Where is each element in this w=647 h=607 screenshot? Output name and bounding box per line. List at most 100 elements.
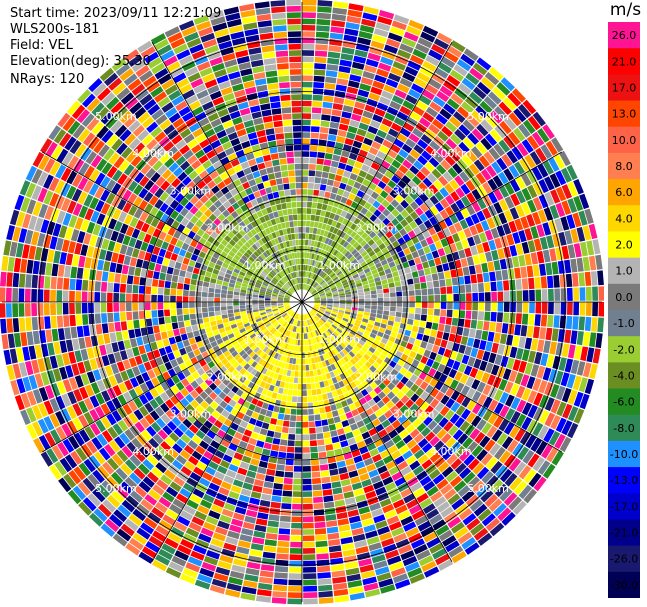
velocity-gate [12, 303, 19, 318]
velocity-gate [367, 196, 376, 205]
velocity-gate [360, 143, 371, 152]
velocity-gate [480, 220, 490, 232]
velocity-gate [440, 255, 448, 264]
velocity-gate [371, 433, 381, 442]
velocity-gate [327, 303, 333, 306]
velocity-gate [537, 163, 549, 178]
velocity-gate [511, 88, 526, 103]
velocity-gate [394, 281, 401, 287]
velocity-gate [302, 339, 305, 346]
velocity-gate [119, 312, 127, 322]
velocity-gate [313, 503, 324, 510]
velocity-gate [343, 170, 351, 178]
velocity-gate [174, 261, 182, 270]
velocity-gate [321, 203, 328, 211]
velocity-gate [379, 145, 390, 154]
velocity-gate [368, 205, 377, 214]
velocity-gate [318, 310, 324, 315]
velocity-gate [367, 167, 377, 176]
velocity-gate [375, 262, 382, 269]
velocity-gate [443, 421, 454, 432]
velocity-gate [475, 369, 485, 381]
velocity-gate [330, 313, 337, 317]
velocity-gate [456, 268, 464, 277]
velocity-gate [424, 188, 434, 199]
velocity-gate [473, 358, 482, 369]
velocity-gate [262, 448, 271, 456]
velocity-gate [381, 226, 390, 235]
velocity-gate [318, 584, 333, 592]
velocity-gate [303, 579, 317, 586]
velocity-gate [411, 325, 419, 333]
velocity-gate [514, 480, 528, 495]
velocity-gate [432, 473, 445, 485]
velocity-gate [221, 314, 228, 319]
velocity-gate [390, 66, 404, 77]
velocity-gate [214, 293, 221, 298]
velocity-gate [517, 446, 530, 461]
velocity-gate [316, 321, 322, 327]
velocity-gate [422, 60, 437, 72]
velocity-gate [415, 289, 422, 296]
velocity-gate [306, 265, 310, 272]
velocity-gate [502, 368, 512, 381]
velocity-gate [158, 317, 165, 325]
velocity-gate [429, 140, 441, 152]
velocity-gate [101, 313, 108, 323]
velocity-gate [356, 330, 364, 337]
velocity-gate [303, 277, 305, 284]
velocity-gate [408, 365, 417, 374]
velocity-gate [363, 343, 371, 350]
velocity-gate [440, 238, 449, 248]
velocity-gate [432, 519, 447, 531]
velocity-gate [582, 225, 592, 241]
velocity-gate [521, 313, 529, 325]
velocity-gate [402, 159, 413, 169]
velocity-gate [476, 320, 484, 330]
velocity-gate [392, 271, 399, 278]
velocity-gate [434, 308, 440, 316]
velocity-gate [26, 331, 34, 346]
velocity-gate [333, 300, 340, 302]
velocity-gate [521, 416, 532, 431]
velocity-gate [532, 181, 544, 196]
velocity-gate [567, 198, 578, 213]
velocity-gate [400, 199, 409, 209]
velocity-gate [332, 442, 341, 450]
velocity-gate [346, 335, 353, 342]
velocity-gate [373, 246, 381, 254]
velocity-gate [333, 249, 339, 256]
velocity-gate [478, 302, 485, 311]
velocity-gate [250, 431, 260, 440]
velocity-gate [473, 527, 489, 541]
velocity-gate [326, 140, 336, 148]
velocity-gate [310, 280, 315, 286]
velocity-gate [471, 379, 481, 390]
velocity-gate [379, 96, 391, 106]
velocity-gate [185, 271, 193, 279]
velocity-gate [340, 478, 351, 487]
velocity-gate [182, 257, 190, 265]
velocity-gate [426, 315, 434, 323]
velocity-gate [463, 454, 476, 466]
velocity-gate [214, 310, 221, 316]
velocity-gate [368, 413, 378, 422]
velocity-gate [405, 324, 413, 331]
velocity-gate [331, 109, 342, 117]
velocity-gate [360, 388, 369, 397]
velocity-gate [425, 252, 434, 261]
velocity-gate [314, 315, 320, 321]
velocity-gate [482, 182, 493, 194]
velocity-gate [453, 293, 460, 302]
velocity-gate [448, 333, 456, 342]
velocity-gate [361, 321, 368, 327]
velocity-gate [313, 183, 321, 190]
velocity-gate [326, 278, 332, 284]
velocity-gate [81, 291, 88, 302]
velocity-gate [39, 330, 47, 344]
velocity-gate [344, 289, 351, 293]
velocity-gate [412, 127, 424, 138]
velocity-gate [332, 310, 338, 314]
velocity-gate [157, 309, 164, 318]
velocity-gate [409, 460, 421, 471]
